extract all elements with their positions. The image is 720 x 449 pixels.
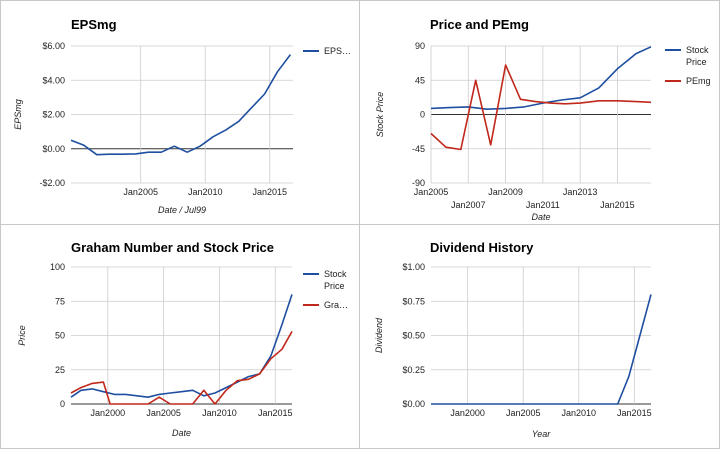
- x-tick-label: Jan2010: [188, 187, 223, 197]
- legend-label-stock-price: Stock Price: [324, 269, 347, 291]
- x-tick-label: Jan2010: [562, 408, 597, 418]
- series-line-pemg: [430, 64, 652, 151]
- x-axis-label: Date / Jul99: [158, 205, 206, 215]
- x-axis-label: Date: [531, 212, 550, 222]
- legend-label-pemg: PEmg: [686, 76, 711, 86]
- legend-label-eps: EPS…: [324, 46, 351, 56]
- y-axis-label: Price: [17, 325, 27, 346]
- y-tick-label: 0: [60, 399, 65, 409]
- y-axis-label: EPSmg: [13, 99, 23, 130]
- y-tick-label: -90: [412, 178, 425, 188]
- x-tick-label: Jan2005: [123, 187, 158, 197]
- x-tick-label: Jan2010: [202, 408, 237, 418]
- dividend-history-chart-svg: Dividend History $0.00 $0.25 $0.50 $0.75 $1.0…: [374, 240, 652, 439]
- x-tick-label: Jan2000: [450, 408, 485, 418]
- series-line-series: [431, 294, 652, 405]
- y-tick-label: $0.00: [402, 399, 425, 409]
- chart-panel-dividend-history: Dividend History $0.00 $0.25 $0.50 $0.75 $1.0…: [359, 224, 720, 449]
- y-tick-label: $0.00: [42, 144, 65, 154]
- chart-title: EPSmg: [71, 17, 117, 32]
- y-tick-label: -45: [412, 144, 425, 154]
- y-tick-label: 100: [50, 262, 65, 272]
- series-line-stock-price: [70, 294, 293, 398]
- chart-title: Graham Number and Stock Price: [71, 240, 274, 255]
- chart-panel-price-and-pemg: Price and PEmg -90 -45 0 45 90 Jan2005 Jan2009 J…: [359, 0, 720, 226]
- y-tick-label: 0: [420, 110, 425, 120]
- y-tick-label: $2.00: [42, 110, 65, 120]
- y-tick-label: $0.25: [402, 365, 425, 375]
- epsmg-chart-svg: EPSmg -$2.00 $0.00 $2.00 $4.00 $6.00 Jan2005 Ja…: [13, 17, 351, 215]
- x-tick-label: Jan2000: [91, 408, 126, 418]
- legend-label-line: Stock: [686, 45, 709, 55]
- x-tick-label: Jan2005: [414, 187, 449, 197]
- y-tick-label: 25: [55, 365, 65, 375]
- y-tick-label: $0.50: [402, 331, 425, 341]
- legend-label-gra: Gra…: [324, 300, 348, 310]
- legend-label-line: Price: [686, 57, 707, 67]
- x-tick-label: Jan2011: [526, 200, 560, 210]
- y-tick-label: $1.00: [402, 262, 425, 272]
- x-tick-label: Jan2015: [252, 187, 287, 197]
- series-line-gra: [70, 331, 293, 405]
- y-tick-label: $0.75: [402, 296, 425, 306]
- y-tick-label: $4.00: [42, 75, 65, 85]
- y-tick-label: 50: [55, 331, 65, 341]
- x-tick-label: Jan2009: [488, 187, 523, 197]
- y-tick-label: $6.00: [42, 41, 65, 51]
- y-axis-label: Dividend: [374, 317, 384, 353]
- x-axis-label: Date: [172, 428, 191, 438]
- x-tick-label: Jan2015: [617, 408, 652, 418]
- x-tick-label: Jan2013: [563, 187, 598, 197]
- series-line-stock-price: [430, 46, 652, 110]
- x-tick-label: Jan2015: [258, 408, 293, 418]
- y-tick-label: 45: [415, 75, 425, 85]
- y-axis-label: Stock Price: [375, 92, 385, 138]
- chart-title: Price and PEmg: [430, 17, 529, 32]
- graham-number-chart-svg: Graham Number and Stock Price 0 25 50 75 100 J…: [17, 240, 348, 438]
- x-tick-label: Jan2007: [451, 200, 486, 210]
- chart-panel-graham-number: Graham Number and Stock Price 0 25 50 75 100 J…: [0, 224, 361, 449]
- y-tick-label: -$2.00: [39, 178, 65, 188]
- chart-title: Dividend History: [430, 240, 534, 255]
- y-tick-label: 75: [55, 296, 65, 306]
- x-axis-label: Year: [532, 429, 552, 439]
- legend-label-line: Stock: [324, 269, 347, 279]
- series-line-eps: [70, 54, 292, 156]
- x-tick-label: Jan2005: [506, 408, 541, 418]
- x-tick-label: Jan2015: [600, 200, 635, 210]
- chart-panel-epsmg: EPSmg -$2.00 $0.00 $2.00 $4.00 $6.00 Jan2005 Ja…: [0, 0, 361, 226]
- x-tick-label: Jan2005: [146, 408, 181, 418]
- legend-label-line: Price: [324, 281, 345, 291]
- legend-label-stock-price: Stock Price: [686, 45, 709, 67]
- y-tick-label: 90: [415, 41, 425, 51]
